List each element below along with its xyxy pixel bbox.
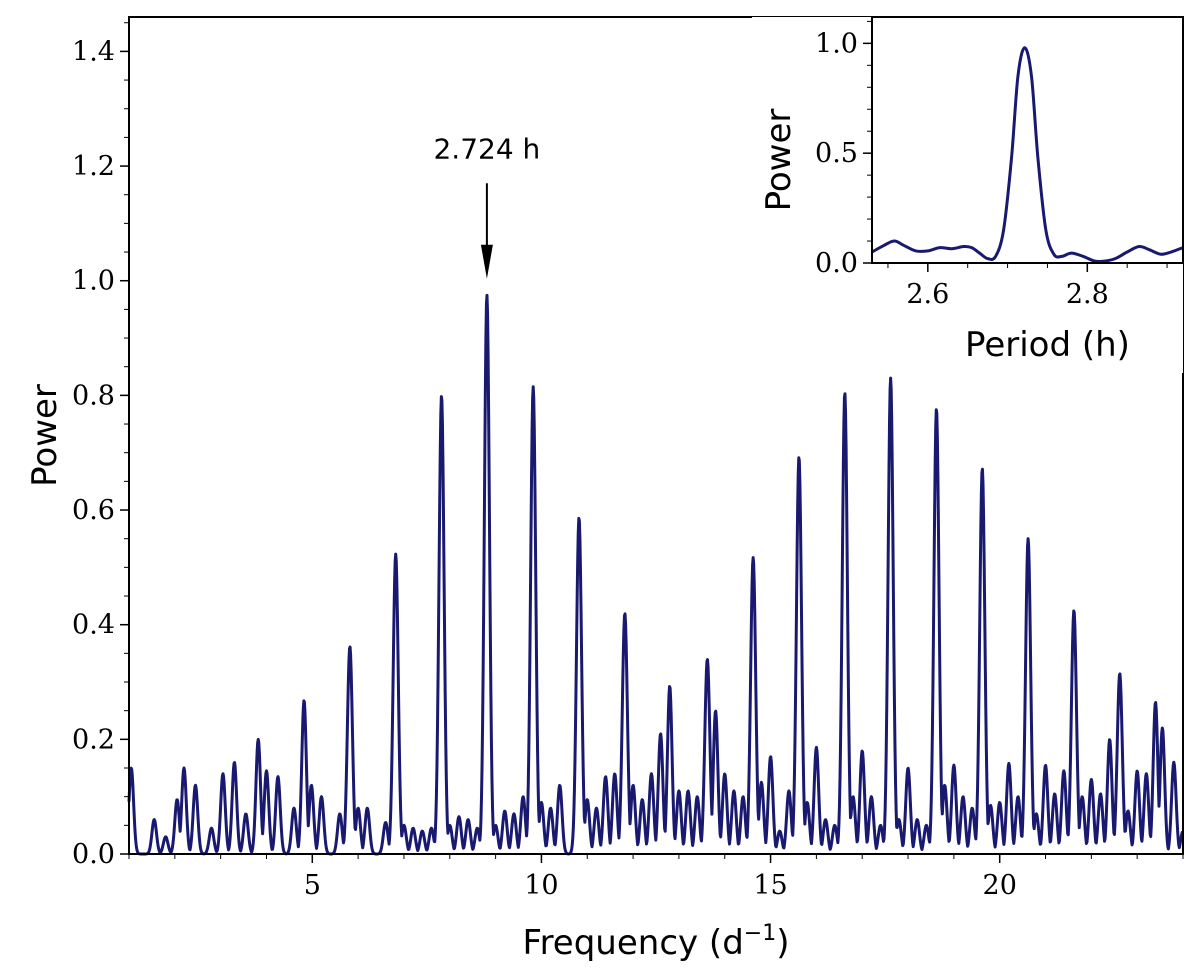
inset-frame: [871, 16, 1184, 264]
x-axis-title-text: Frequency (d: [522, 923, 743, 963]
y-tick-label: 0.0: [72, 839, 115, 870]
x-tick-label: 5: [304, 870, 321, 901]
main-ticks: 0.0 0.2 0.4 0.6 0.8 1.0 1.2 1.4 5 10 15 20: [72, 22, 1184, 901]
y-tick-label: 0.2: [72, 724, 115, 755]
main-frame: [128, 16, 1184, 855]
x-tick-label: 10: [524, 870, 558, 901]
inset-x-tick-label: 2.8: [1066, 279, 1109, 310]
y-tick-label: 1.4: [72, 36, 115, 67]
inset-plot: 0.0 0.5 1.0 2.6 2.8 Period (h) Power: [752, 16, 1184, 373]
inset-x-tick-label: 2.6: [906, 279, 949, 310]
y-tick-label: 1.0: [72, 266, 115, 297]
inset-line: [871, 46, 1184, 263]
peak-arrow-head: [480, 244, 493, 279]
x-axis-title-close: ): [776, 923, 789, 963]
y-tick-label: 0.6: [72, 495, 115, 526]
x-axis-title: Frequency (d−1): [522, 921, 789, 963]
x-tick-label: 15: [753, 870, 787, 901]
y-tick-label: 0.4: [72, 610, 115, 641]
main-plot: 0.00.20.40.60.81.01.21.45 10 15 20 2.724 h …: [25, 16, 1185, 963]
inset-x-axis-title: Period (h): [965, 325, 1130, 365]
peak-annotation: 2.724 h: [433, 132, 540, 279]
periodogram-line: [127, 293, 1185, 856]
y-axis-title: Power: [25, 384, 65, 487]
y-tick-label: 0.8: [72, 380, 115, 411]
inset-y-axis-title: Power: [759, 109, 799, 212]
y-tick-label: 1.2: [72, 151, 115, 182]
peak-annotation-label: 2.724 h: [433, 132, 540, 165]
inset-y-tick-label: 0.5: [815, 138, 858, 169]
x-axis-title-sup: −1: [744, 921, 776, 946]
inset-y-tick-label: 0.0: [815, 248, 858, 279]
inset-background: [752, 17, 1183, 373]
x-tick-label: 20: [983, 870, 1017, 901]
inset-y-tick-label: 1.0: [815, 28, 858, 59]
